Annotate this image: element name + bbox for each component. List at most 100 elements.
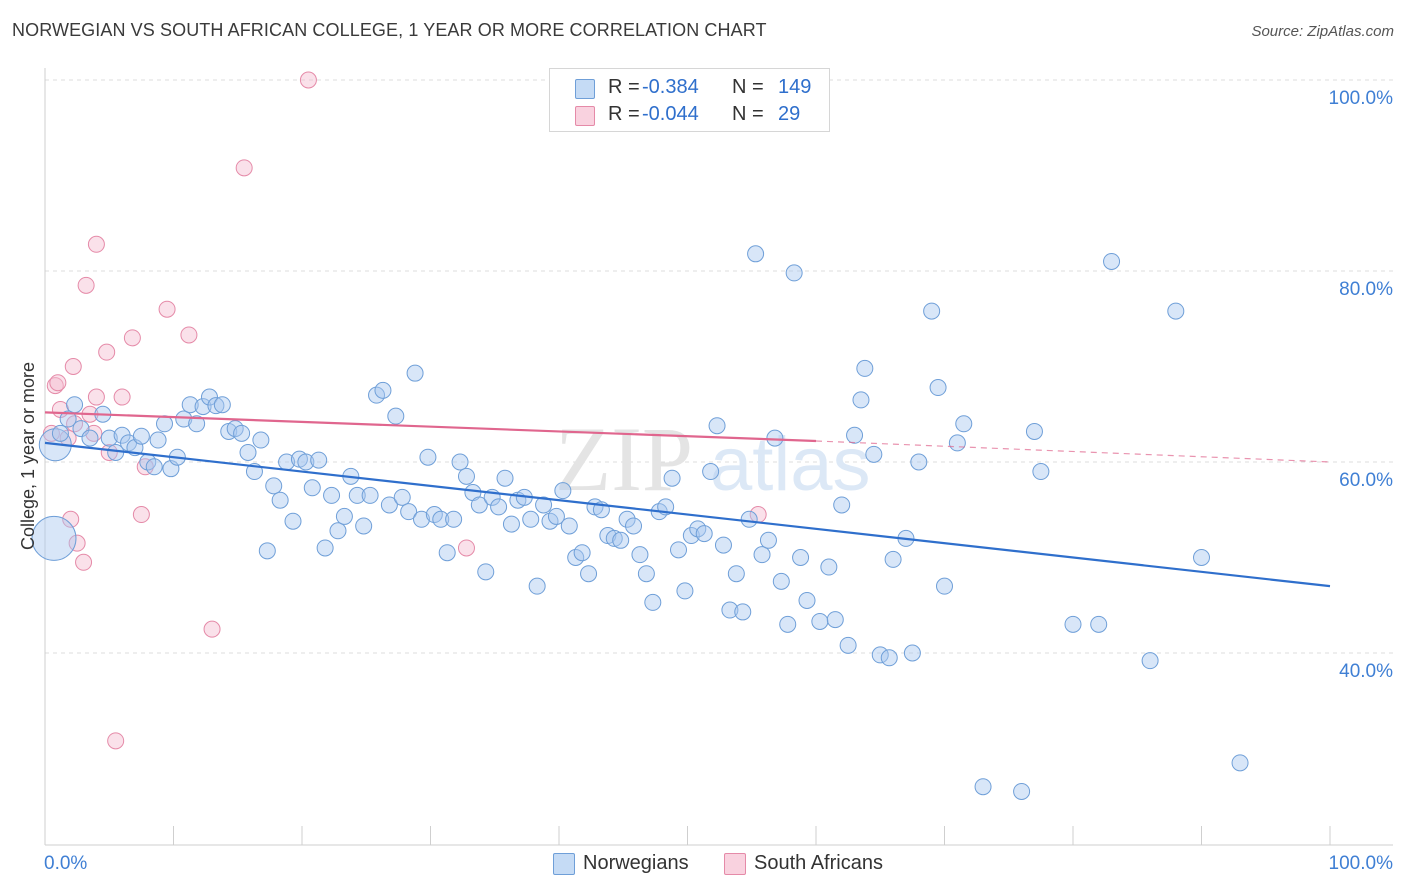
n-value: 29 [778, 103, 801, 125]
norwegian-point [695, 525, 713, 543]
norwegian-point [175, 410, 193, 428]
norwegian-point [100, 429, 118, 447]
norwegian-point [798, 591, 816, 609]
n-label: N = [732, 76, 764, 98]
norwegian-point [213, 396, 231, 414]
norwegian-point [445, 510, 463, 528]
south-african-point [98, 343, 116, 361]
norwegian-point [547, 507, 565, 525]
r-label: R = [608, 103, 640, 125]
norwegian-point [1090, 615, 1108, 633]
norwegian-point [1141, 652, 1159, 670]
norwegian-point [605, 529, 623, 547]
watermark-atlas: atlas [710, 422, 871, 507]
norwegian-point [910, 453, 928, 471]
norwegian-point [727, 565, 745, 583]
south-african-point [62, 510, 80, 528]
south-african-point [107, 732, 125, 750]
south-africans-trend-line [44, 411, 817, 443]
norwegian-point [181, 396, 199, 414]
south-african-point [87, 388, 105, 406]
norwegians-points [31, 245, 1249, 800]
legend-swatch-pink [724, 853, 746, 875]
norwegian-point [1064, 615, 1082, 633]
norwegian-point [66, 396, 84, 414]
legend-swatch-blue [575, 79, 595, 99]
y-tick-label: 60.0% [1339, 470, 1393, 491]
norwegian-point [303, 479, 321, 497]
x-tick-label: 0.0% [44, 853, 87, 874]
norwegian-point [310, 451, 328, 469]
norwegian-point [252, 431, 270, 449]
south-african-point [49, 374, 67, 392]
norwegian-point [880, 649, 898, 667]
norwegian-point [948, 434, 966, 452]
legend-label-south-africans: South Africans [754, 852, 883, 874]
south-african-point [235, 159, 253, 177]
norwegian-point [438, 544, 456, 562]
norwegian-point [522, 510, 540, 528]
norwegian-point [929, 379, 947, 397]
norwegian-point [380, 496, 398, 514]
norwegian-point [149, 431, 167, 449]
norwegian-point [955, 415, 973, 433]
axis-layer: 100.0% 80.0% 60.0% 40.0% 0.0% 100.0% [44, 68, 1393, 874]
south-african-point [457, 539, 475, 557]
norwegian-point [477, 563, 495, 581]
norwegian-point [1103, 252, 1121, 270]
norwegian-point [284, 512, 302, 530]
watermark-zip: ZIP [555, 408, 693, 510]
norwegian-point [974, 778, 992, 796]
norwegian-point [145, 458, 163, 476]
norwegian-point [580, 565, 598, 583]
norwegian-point [923, 302, 941, 320]
r-label: R = [608, 76, 640, 98]
norwegian-point [663, 469, 681, 487]
y-tick-label: 40.0% [1339, 661, 1393, 682]
norwegian-point [72, 420, 90, 438]
south-africans-points [42, 71, 767, 750]
norwegian-point [865, 445, 883, 463]
south-african-point [68, 534, 86, 552]
norwegian-point [785, 264, 803, 282]
norwegian-point [406, 364, 424, 382]
norwegian-point [400, 503, 418, 521]
norwegian-point [826, 611, 844, 629]
norwegian-point [323, 486, 341, 504]
trend-lines [44, 411, 1331, 588]
y-tick-label: 80.0% [1339, 279, 1393, 300]
norwegians-trend-line [44, 441, 1331, 588]
norwegian-point [297, 453, 315, 471]
norwegian-point [496, 469, 514, 487]
south-african-point [203, 620, 221, 638]
norwegian-point [361, 486, 379, 504]
norwegian-point [792, 549, 810, 566]
norwegian-point [348, 486, 366, 504]
norwegian-point [207, 397, 225, 415]
norwegian-point [457, 467, 475, 485]
norwegian-point [1231, 754, 1249, 772]
norwegian-point [560, 517, 578, 535]
norwegian-point [811, 612, 829, 630]
legend-row-south-africans: R = -0.044 N = 29 [550, 102, 829, 130]
norwegian-point [903, 644, 921, 662]
norwegian-point [846, 426, 864, 444]
norwegian-point [1025, 422, 1043, 440]
norwegian-point [432, 510, 450, 528]
norwegian-point [631, 546, 649, 564]
norwegian-point [355, 517, 373, 535]
norwegian-point [132, 427, 150, 445]
x-tick-label: 100.0% [1329, 853, 1394, 874]
norwegian-point [265, 477, 283, 495]
south-african-point [46, 377, 64, 395]
norwegian-point [329, 522, 347, 540]
norwegian-point [194, 398, 212, 416]
norwegian-point [451, 453, 469, 471]
norwegian-point [1013, 782, 1031, 800]
south-african-point [100, 443, 118, 461]
norwegian-point [1193, 549, 1210, 566]
norwegian-point [200, 388, 218, 406]
south-african-point [299, 71, 317, 89]
r-value: -0.044 [642, 103, 699, 125]
norwegian-point [59, 410, 77, 428]
